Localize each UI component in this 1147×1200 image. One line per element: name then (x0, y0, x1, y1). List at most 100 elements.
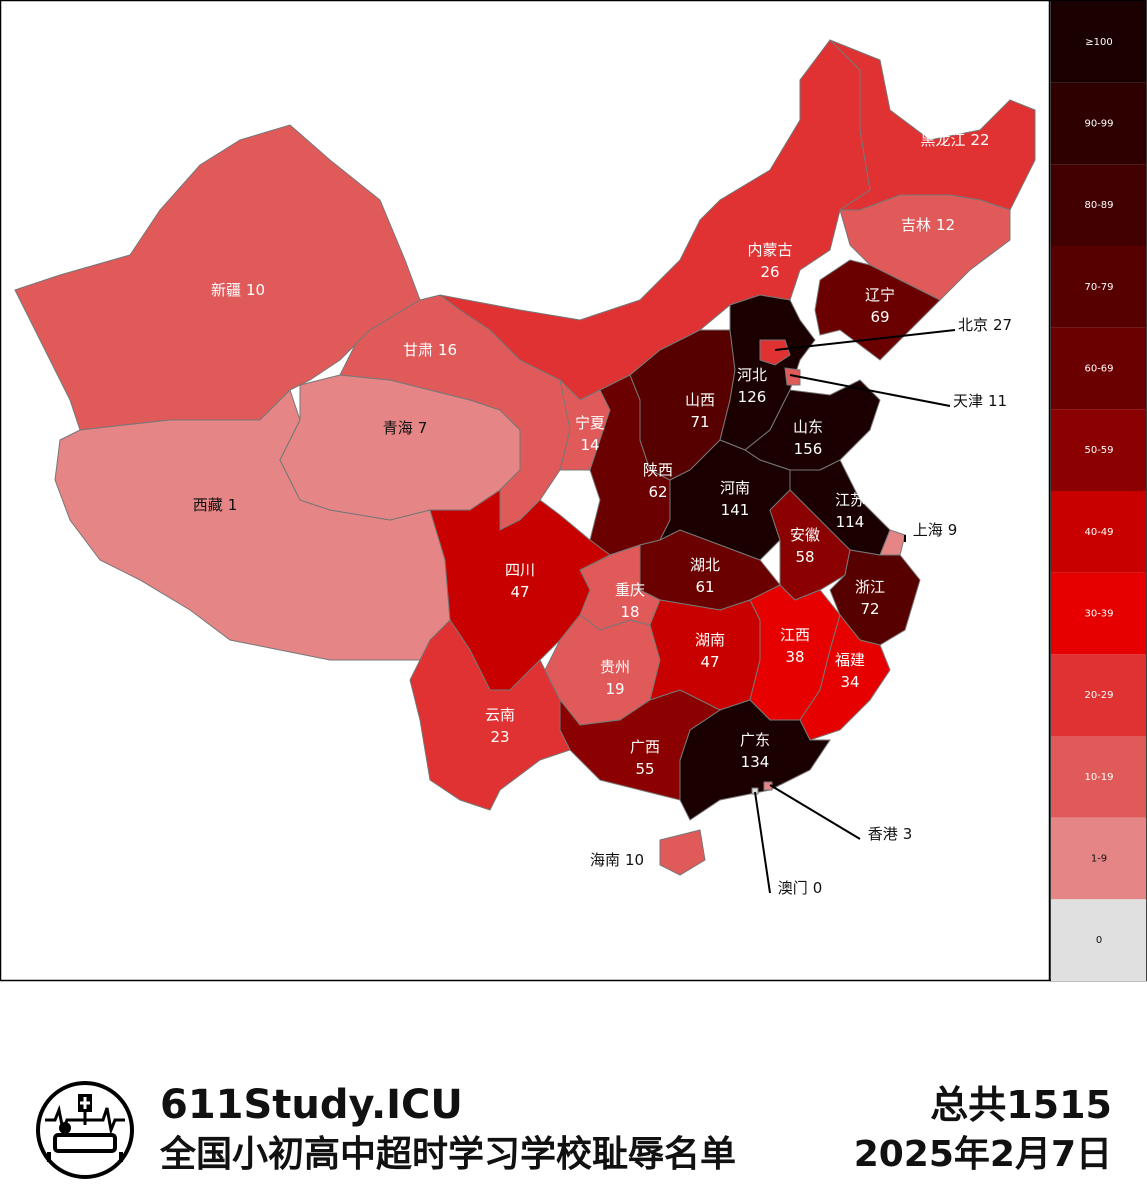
province-name: 海南 (590, 851, 620, 869)
province-label: 广西 55 (630, 738, 660, 778)
province-value: 11 (988, 392, 1007, 410)
province-name: 浙江 (855, 578, 885, 596)
legend-swatch (1051, 164, 1146, 246)
legend-label: 20-29 (1084, 690, 1113, 701)
legend-label: 50-59 (1084, 445, 1113, 456)
province-name: 西藏 (193, 496, 223, 514)
province-label: 广东 134 (740, 731, 770, 771)
province-name: 河北 (737, 366, 767, 384)
province-label: 江西 38 (780, 626, 810, 666)
province-name: 香港 (868, 825, 898, 843)
legend-label: 80-89 (1084, 200, 1113, 211)
province-label: 青海 7 (383, 419, 428, 437)
province-label: 天津 11 (953, 392, 1007, 410)
province-label: 海南 10 (590, 851, 644, 869)
province-name: 贵州 (600, 658, 630, 676)
province-value: 71 (690, 413, 709, 431)
province-value: 156 (794, 440, 823, 458)
province-label: 北京 27 (958, 316, 1012, 334)
province-value: 55 (635, 760, 654, 778)
province-label: 甘肃 16 (403, 341, 457, 359)
province-name: 广西 (630, 738, 660, 756)
legend-swatch (1051, 82, 1146, 165)
province-value: 16 (438, 341, 457, 359)
province-label: 湖北 61 (690, 556, 720, 596)
province-name: 新疆 (211, 281, 241, 299)
province (759, 339, 791, 366)
province-name: 天津 (953, 392, 983, 410)
province-label: 吉林 12 (901, 216, 955, 234)
legend-label: 1-9 (1091, 854, 1107, 865)
province-value: 9 (948, 521, 958, 539)
legend-swatch (1051, 736, 1146, 818)
province-label: 江苏 114 (835, 491, 865, 531)
site-name: 611Study.ICU (160, 1082, 463, 1128)
leader-line (769, 784, 861, 840)
province-label: 西藏 1 (193, 496, 238, 514)
province-label: 安徽 58 (790, 526, 820, 566)
province-value: 47 (700, 653, 719, 671)
leader-line (754, 791, 771, 894)
province-name: 甘肃 (403, 341, 433, 359)
province (559, 689, 721, 801)
province-name: 上海 (913, 521, 943, 539)
province-name: 山东 (793, 418, 823, 436)
province-name: 四川 (505, 561, 535, 579)
province-label: 云南 23 (485, 706, 515, 746)
legend-swatch (1051, 654, 1146, 736)
province-name: 陕西 (643, 461, 673, 479)
province-value: 23 (490, 728, 509, 746)
province-name: 北京 (958, 316, 988, 334)
province-label: 湖南 47 (695, 631, 725, 671)
leader-line (774, 329, 956, 351)
province-value: 114 (836, 513, 865, 531)
province-value: 47 (510, 583, 529, 601)
province (679, 699, 831, 821)
province-label: 黑龙江 22 (920, 131, 989, 149)
province-value: 134 (741, 753, 770, 771)
province-value: 19 (605, 680, 624, 698)
province-value: 10 (625, 851, 644, 869)
province-value: 34 (840, 673, 859, 691)
province-value: 12 (936, 216, 955, 234)
legend-swatch (1051, 491, 1146, 573)
province-name: 重庆 (615, 581, 645, 599)
province-name: 江苏 (835, 491, 865, 509)
province-name: 安徽 (790, 526, 820, 544)
province-value: 10 (246, 281, 265, 299)
province-value: 18 (620, 603, 639, 621)
legend-label: 70-79 (1084, 282, 1113, 293)
province (659, 829, 706, 876)
legend-label: 90-99 (1084, 119, 1113, 130)
province-label: 香港 3 (868, 825, 913, 843)
legend-label: 10-19 (1084, 772, 1113, 783)
province-value: 69 (870, 308, 889, 326)
province-value: 3 (903, 825, 913, 843)
legend-label: 30-39 (1084, 609, 1113, 620)
province-value: 62 (648, 483, 667, 501)
leader-line (789, 374, 951, 407)
province-label: 河北 126 (737, 366, 767, 406)
legend-swatch (1051, 572, 1146, 655)
province-name: 吉林 (901, 216, 931, 234)
province-name: 辽宁 (865, 286, 895, 304)
subtitle: 全国小初高中超时学习学校耻辱名单 (159, 1133, 736, 1175)
legend-label: 60-69 (1084, 364, 1113, 375)
total: 总共1515 (930, 1083, 1112, 1127)
province-name: 湖南 (695, 631, 725, 649)
province-value: 7 (418, 419, 428, 437)
province-value: 14 (580, 436, 599, 454)
province-name: 云南 (485, 706, 515, 724)
province-name: 广东 (740, 731, 770, 749)
province-label: 辽宁 69 (865, 286, 895, 326)
province-label: 新疆 10 (211, 281, 265, 299)
province-value: 72 (860, 600, 879, 618)
legend-swatch (1051, 899, 1146, 981)
province-value: 22 (970, 131, 989, 149)
legend-label: 0 (1096, 935, 1102, 946)
province-name: 黑龙江 (920, 131, 965, 149)
legend-swatch (1051, 409, 1146, 491)
province (814, 259, 941, 361)
